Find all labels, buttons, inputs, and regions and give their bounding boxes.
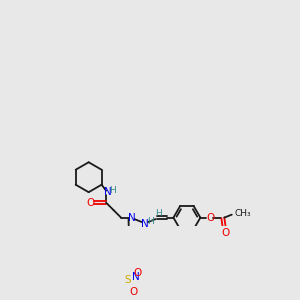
Text: N: N	[132, 272, 140, 283]
Text: O: O	[221, 228, 229, 238]
Text: H: H	[155, 209, 162, 218]
Text: CH₃: CH₃	[235, 208, 251, 217]
Text: S: S	[124, 275, 130, 286]
Text: O: O	[134, 268, 142, 278]
Text: N: N	[141, 219, 149, 229]
Text: O: O	[86, 198, 94, 208]
Text: O: O	[129, 287, 137, 297]
Text: H: H	[110, 186, 116, 195]
Text: O: O	[206, 213, 214, 223]
Text: N: N	[104, 187, 112, 197]
Text: H: H	[147, 217, 154, 226]
Text: N: N	[128, 213, 135, 223]
